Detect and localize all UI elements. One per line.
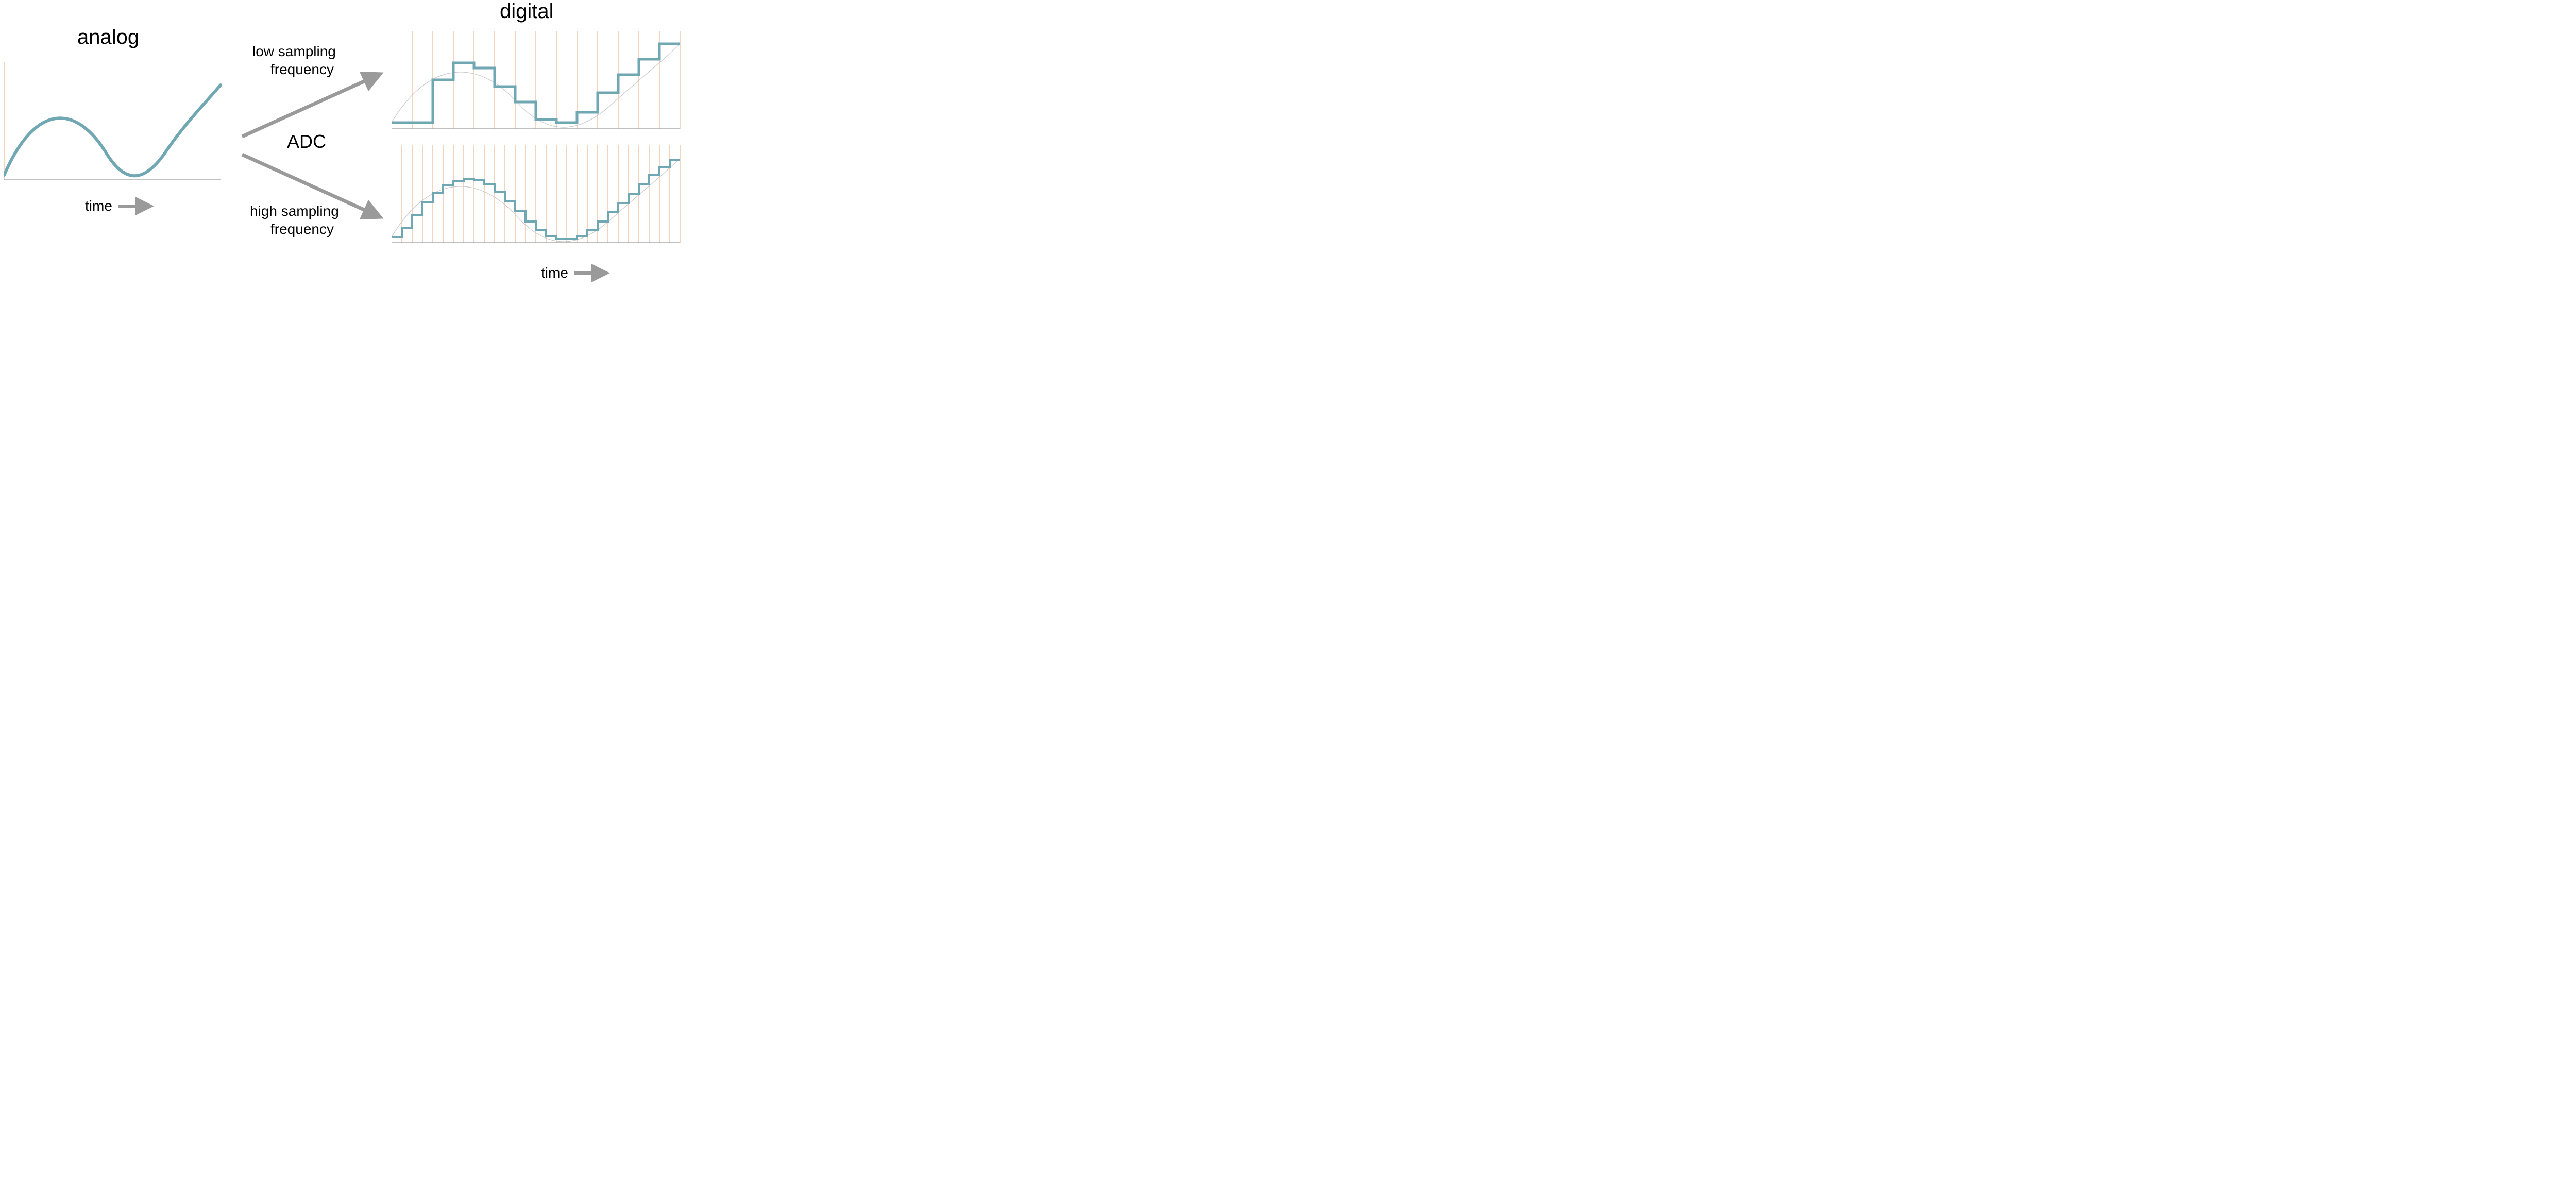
digital-title: digital bbox=[500, 0, 554, 23]
high-sampling-panel bbox=[392, 145, 682, 245]
low-sampling-label-line1: low sampling bbox=[252, 44, 336, 60]
high-sampling-label-line2: frequency bbox=[270, 222, 334, 237]
analog-panel bbox=[4, 62, 223, 182]
low-sampling-panel bbox=[392, 31, 682, 131]
high-sampling-label-line1: high sampling bbox=[250, 203, 339, 219]
low-sampling-label-line2: frequency bbox=[270, 62, 334, 78]
time-label-left: time bbox=[85, 198, 112, 214]
analog-title: analog bbox=[77, 26, 139, 48]
diagram-canvas: analog digital ADC low sampling frequenc… bbox=[0, 0, 693, 298]
adc-label: ADC bbox=[287, 131, 326, 152]
time-label-right: time bbox=[541, 265, 568, 281]
